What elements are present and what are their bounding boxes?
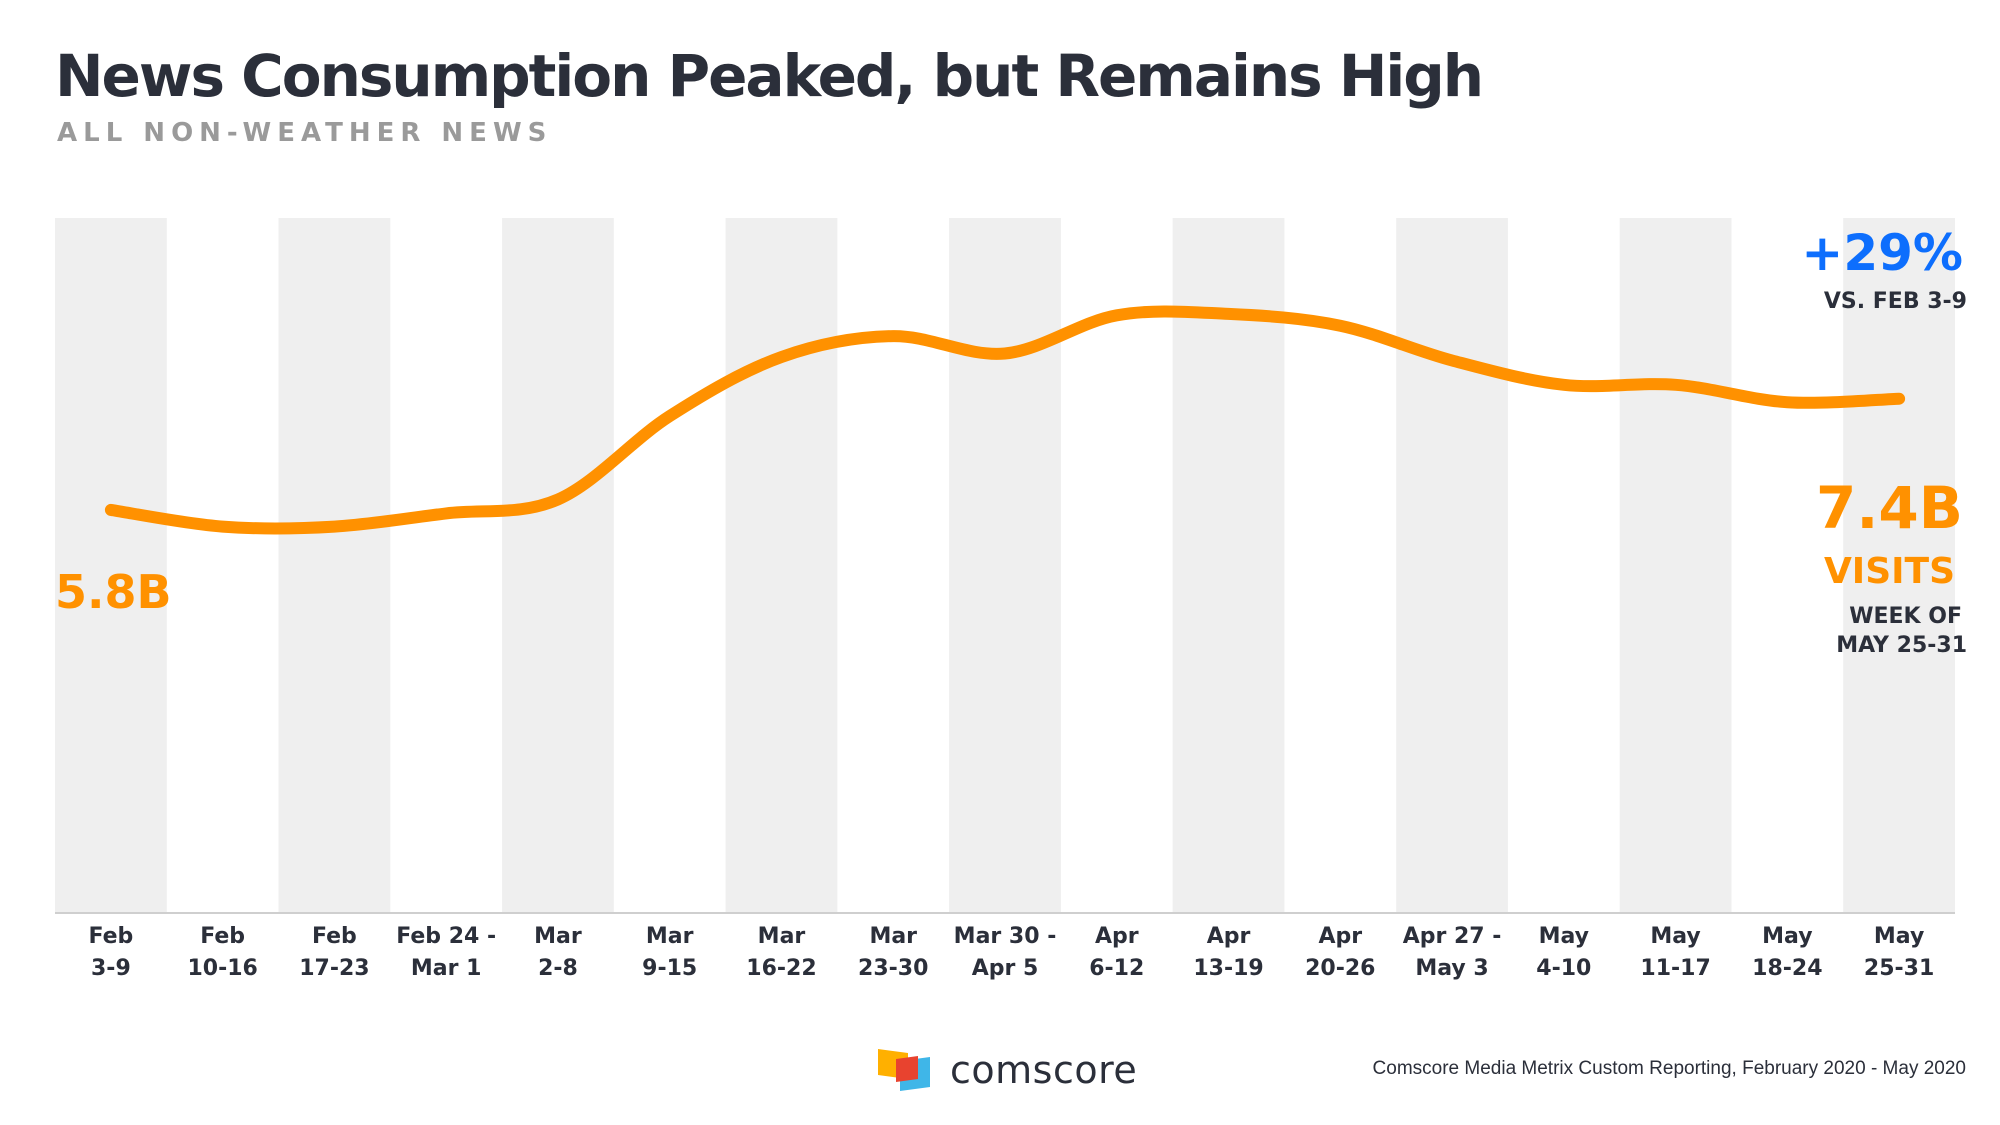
x-tick-label-line: Mar [646, 924, 694, 949]
x-tick-label: Feb 3-9 [88, 924, 133, 981]
x-tick-label-line: Apr [1318, 924, 1362, 949]
x-tick-label-line: 13-19 [1193, 956, 1263, 981]
x-tick-label: May 18-24 [1752, 924, 1822, 981]
page-subtitle: ALL NON-WEATHER NEWS [57, 118, 553, 148]
comscore-logo-text: comscore [950, 1048, 1138, 1092]
x-tick-label: May 25-31 [1864, 924, 1934, 981]
x-tick-label: May 4-10 [1536, 924, 1591, 981]
x-tick-label: Mar 30 - Apr 5 [954, 924, 1057, 981]
x-tick-label-line: 4-10 [1536, 956, 1591, 981]
x-tick-label: Feb 17-23 [299, 924, 369, 981]
column-band [1619, 218, 1732, 913]
source-note: Comscore Media Metrix Custom Reporting, … [1372, 1058, 1966, 1079]
x-tick-label-line: 9-15 [642, 956, 697, 981]
x-tick-label: Mar 9-15 [642, 924, 697, 981]
x-tick-label-line: Mar [534, 924, 582, 949]
x-tick-label: Apr 13-19 [1193, 924, 1263, 981]
x-tick-label-line: 2-8 [538, 956, 578, 981]
x-tick-label-line: Feb [312, 924, 357, 949]
x-tick-label-line: 23-30 [858, 956, 928, 981]
x-tick-label: Mar 23-30 [858, 924, 928, 981]
x-tick-label-line: 11-17 [1640, 956, 1710, 981]
x-tick-label-line: Apr [1207, 924, 1251, 949]
column-band [949, 218, 1061, 913]
x-tick-label: Feb 24 - Mar 1 [396, 924, 496, 981]
x-tick-label-line: 10-16 [187, 956, 257, 981]
comscore-logo-mark-icon [878, 1049, 930, 1091]
change-note-label: VS. FEB 3-9 [1824, 289, 1967, 314]
column-band [502, 218, 614, 913]
x-tick-label-line: Feb [88, 924, 133, 949]
x-tick-label-line: 18-24 [1752, 956, 1822, 981]
series-line-news-visits [104, 305, 1906, 535]
x-tick-label-line: May [1762, 924, 1812, 949]
column-band [1396, 218, 1508, 913]
x-tick-label-line: Mar [758, 924, 806, 949]
x-tick-label-line: 17-23 [299, 956, 369, 981]
end-note-line1: WEEK OF [1849, 604, 1962, 629]
comscore-logo: comscore [878, 1045, 1137, 1095]
x-tick-label: Apr 20-26 [1305, 924, 1375, 981]
x-tick-label-line: Mar [869, 924, 917, 949]
x-tick-label-line: May [1874, 924, 1924, 949]
x-tick-label-line: Feb [200, 924, 245, 949]
end-note-line2: MAY 25-31 [1836, 633, 1967, 658]
x-tick-label-line: Feb 24 - [396, 924, 496, 949]
page-title: News Consumption Peaked, but Remains Hig… [55, 42, 1484, 110]
x-tick-label: Feb 10-16 [187, 924, 257, 981]
column-band [725, 218, 838, 913]
x-tick-label-line: 20-26 [1305, 956, 1375, 981]
x-tick-label-line: 3-9 [91, 956, 131, 981]
x-tick-label: May 11-17 [1640, 924, 1710, 981]
x-tick-label: Mar 16-22 [746, 924, 816, 981]
x-tick-label: Apr 6-12 [1089, 924, 1144, 981]
x-tick-label-line: May [1539, 924, 1589, 949]
x-tick-label-line: 6-12 [1089, 956, 1144, 981]
x-tick-label: Mar 2-8 [534, 924, 582, 981]
column-bands [55, 218, 1955, 913]
end-value-label: 7.4B [1816, 474, 1963, 542]
column-band [1172, 218, 1285, 913]
column-band [55, 218, 167, 913]
x-tick-label-line: Apr 5 [972, 956, 1039, 981]
x-tick-label-line: May [1650, 924, 1700, 949]
x-tick-labels: Feb 3-9 Feb 10-16 Feb 17-23 Feb 24 - Mar 1 Mar 2-… [88, 924, 1934, 981]
end-unit-label: VISITS [1824, 551, 1955, 592]
column-band [278, 218, 391, 913]
x-tick-label: Apr 27 - May 3 [1403, 924, 1502, 981]
x-tick-label-line: May 3 [1415, 956, 1488, 981]
change-percent-label: +29% [1801, 224, 1963, 282]
x-tick-label-line: 25-31 [1864, 956, 1934, 981]
x-tick-label-line: 16-22 [746, 956, 816, 981]
x-tick-label-line: Mar 30 - [954, 924, 1057, 949]
column-band [1843, 218, 1955, 913]
x-tick-label-line: Mar 1 [411, 956, 482, 981]
x-tick-label-line: Apr [1095, 924, 1139, 949]
x-tick-label-line: Apr 27 - [1403, 924, 1502, 949]
start-value-label: 5.8B [55, 565, 172, 619]
